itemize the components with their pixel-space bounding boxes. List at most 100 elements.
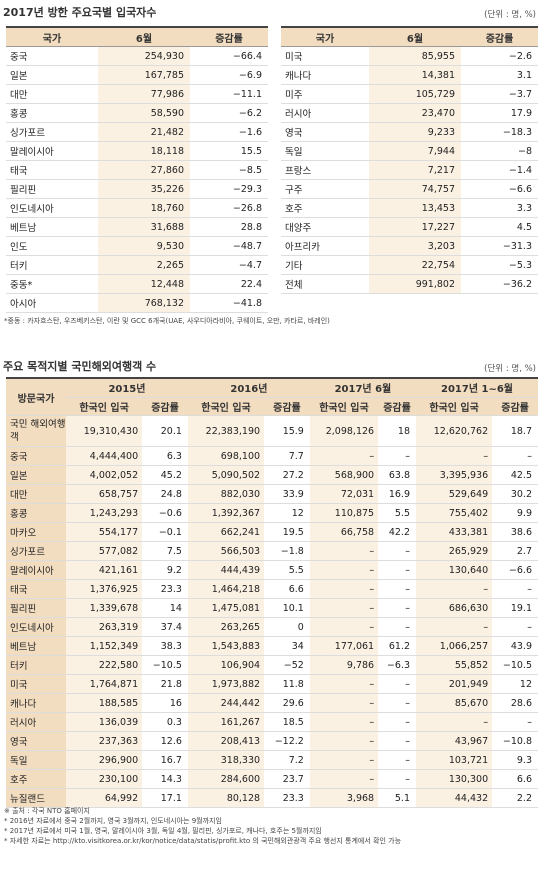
arrivals-value: 4,002,052 (66, 465, 143, 485)
table-row: 중국 4,444,400 6.3 698,100 7.7– – – – (6, 446, 538, 466)
change-rate: 3.3 (461, 198, 538, 218)
change-rate: 27.2 (264, 465, 310, 485)
country-name: 싱가포르 (6, 122, 98, 142)
change-rate: 18 (378, 415, 416, 447)
destination-name: 대만 (6, 484, 66, 504)
arrivals-value: 177,061 (309, 636, 379, 656)
change-rate: 20.1 (142, 415, 188, 447)
june-value: 9,233 (369, 122, 461, 142)
country-name: 태국 (6, 160, 98, 180)
change-rate: – (492, 446, 538, 466)
arrivals-value: 433,381 (416, 522, 493, 542)
arrivals-value: 188,585 (66, 693, 143, 713)
change-rate: 45.2 (142, 465, 188, 485)
june-value: 74,757 (369, 179, 461, 199)
country-name: 홍콩 (6, 103, 98, 123)
arrivals-value: 136,039 (66, 712, 143, 732)
table-row: 호주 13,453 3.3 (281, 198, 538, 218)
arrivals-value: 577,082 (66, 541, 143, 561)
arrivals-value: 1,464,218 (187, 579, 265, 599)
change-rate: – (492, 712, 538, 732)
arrivals-value: 85,670 (416, 693, 493, 713)
change-rate: 0 (264, 617, 310, 637)
col-rate: 증감률 (190, 26, 268, 47)
change-rate: 6.6 (264, 579, 310, 599)
change-rate: – (378, 560, 416, 580)
june-value: 22,754 (369, 255, 461, 275)
change-rate: −10.5 (142, 655, 188, 675)
change-rate: 11.8 (264, 674, 310, 694)
june-value: 7,217 (369, 160, 461, 180)
country-name: 인도네시아 (6, 198, 98, 218)
change-rate: −6.6 (492, 560, 538, 580)
table-row: 미주 105,729 −3.7 (281, 84, 538, 104)
change-rate: −6.6 (461, 179, 538, 199)
section1-footnote: *중동 : 카자흐스탄, 우즈베키스탄, 이란 및 GCC 6개국(UAE, 사… (4, 317, 330, 325)
arrivals-value: 1,152,349 (66, 636, 143, 656)
country-name: 독일 (281, 141, 369, 161)
sub-header-arrivals: 한국인 입국 (309, 397, 379, 416)
table-row: 중국 254,930 −66.4 (6, 46, 268, 66)
arrivals-value: 130,640 (416, 560, 493, 580)
june-value: 7,944 (369, 141, 461, 161)
change-rate: −29.3 (190, 179, 268, 199)
change-rate: – (492, 617, 538, 637)
table-row: 뉴질랜드 64,992 17.1 80,128 23.3 3,968 5.1 44,432 2.… (6, 788, 538, 808)
change-rate: −10.5 (492, 655, 538, 675)
change-rate: 34 (264, 636, 310, 656)
arrivals-value: 554,177 (66, 522, 143, 542)
arrivals-value: 103,721 (416, 750, 493, 770)
arrivals-value: 1,339,678 (66, 598, 143, 618)
table-row: 캐나다 14,381 3.1 (281, 65, 538, 85)
change-rate: – (378, 693, 416, 713)
change-rate: −66.4 (190, 46, 268, 66)
change-rate: 30.2 (492, 484, 538, 504)
change-rate: – (378, 579, 416, 599)
change-rate: −6.3 (378, 655, 416, 675)
change-rate: −2.6 (461, 46, 538, 66)
arrivals-value: 244,442 (187, 693, 265, 713)
change-rate: 6.3 (142, 446, 188, 466)
sub-header-rate: 증감률 (378, 397, 416, 416)
change-rate: 19.1 (492, 598, 538, 618)
destination-name: 영국 (6, 731, 66, 751)
arrivals-value: – (309, 446, 379, 466)
destination-name: 일본 (6, 465, 66, 485)
country-name: 베트남 (6, 217, 98, 237)
table-row: 인도 9,530 −48.7 (6, 236, 268, 256)
table-row: 대만 77,986 −11.1 (6, 84, 268, 104)
country-name: 구주 (281, 179, 369, 199)
sub-header-rate: 증감률 (142, 397, 188, 416)
change-rate: 3.1 (461, 65, 538, 85)
table-row: 홍콩 1,243,293 −0.6 1,392,367 12 110,875 5.5 755,… (6, 503, 538, 523)
change-rate: 23.3 (142, 579, 188, 599)
change-rate: −11.1 (190, 84, 268, 104)
arrivals-value: 1,475,081 (187, 598, 265, 618)
destination-name: 터키 (6, 655, 66, 675)
arrivals-value: 318,330 (187, 750, 265, 770)
table-row: 필리핀 35,226 −29.3 (6, 179, 268, 199)
change-rate: 9.9 (492, 503, 538, 523)
destination-name: 캐나다 (6, 693, 66, 713)
destination-name: 홍콩 (6, 503, 66, 523)
destination-name: 호주 (6, 769, 66, 789)
arrivals-value: 284,600 (187, 769, 265, 789)
arrivals-table-right: 국가 6월 증감률 미국 85,955 −2.6 캐나다 14,381 3.1 미주 105,… (281, 26, 538, 294)
change-rate: 15.5 (190, 141, 268, 161)
change-rate: 37.4 (142, 617, 188, 637)
june-value: 167,785 (98, 65, 190, 85)
destination-name: 인도네시아 (6, 617, 66, 637)
arrivals-value: 1,392,367 (187, 503, 265, 523)
period-2016: 2016년 (187, 378, 310, 398)
arrivals-value: 698,100 (187, 446, 265, 466)
change-rate: 9.2 (142, 560, 188, 580)
arrivals-value: – (309, 712, 379, 732)
period-2017-june: 2017년 6월 (309, 378, 416, 398)
change-rate: 5.1 (378, 788, 416, 808)
change-rate: 17.1 (142, 788, 188, 808)
destination-name: 베트남 (6, 636, 66, 656)
change-rate: −3.7 (461, 84, 538, 104)
change-rate: −1.8 (264, 541, 310, 561)
change-rate: 7.7 (264, 446, 310, 466)
arrivals-value: 568,900 (309, 465, 379, 485)
